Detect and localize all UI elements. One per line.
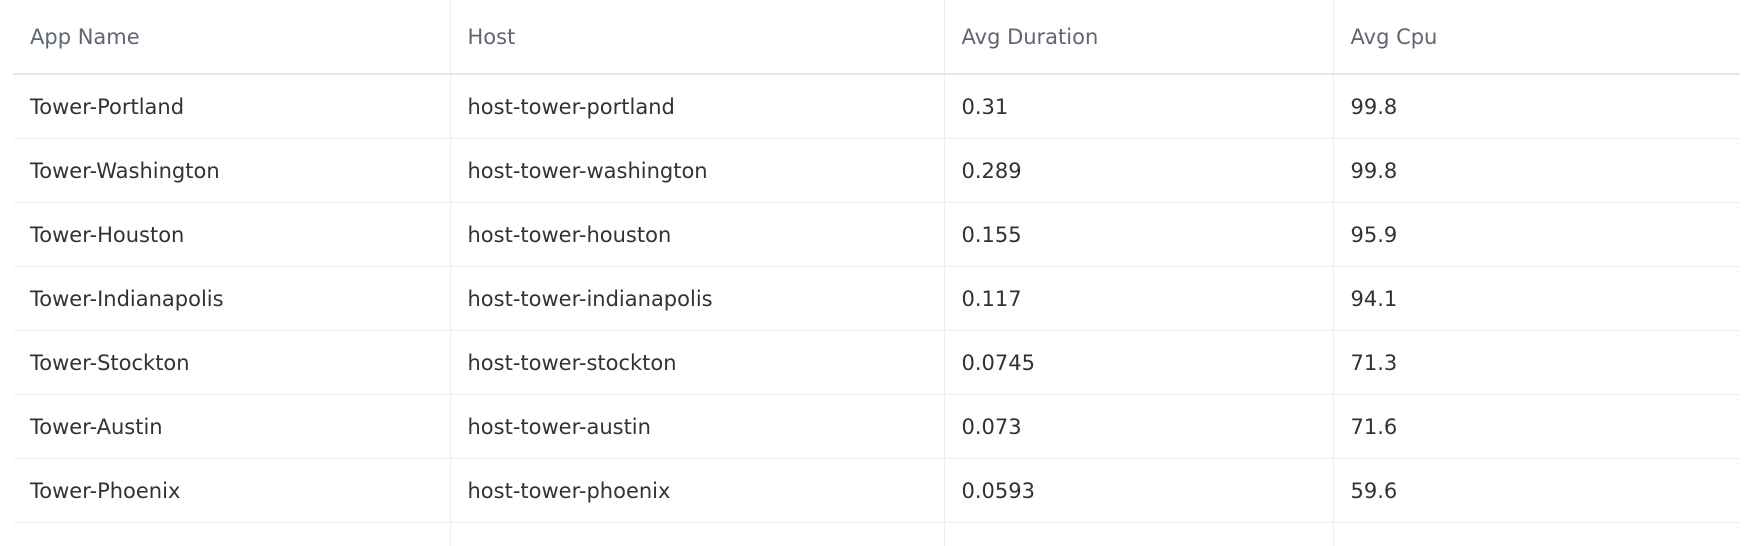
partial-row	[13, 522, 1740, 546]
table-cell: 59.6	[1332, 458, 1740, 523]
table-row: Tower-Indianapolis host-tower-indianapoli…	[13, 266, 1740, 331]
table-container: App Name Host Avg Duration Avg Cpu Tower-Po…	[13, 0, 1740, 546]
table-cell: Tower-Austin	[13, 394, 450, 459]
table-cell: host-tower-indianapolis	[449, 266, 944, 331]
table-cell: Tower-Portland	[13, 74, 450, 139]
table-row: Tower-Houston host-tower-houston 0.155 95.9	[13, 202, 1740, 267]
table-cell: 95.9	[1332, 202, 1740, 267]
table-cell: Tower-Washington	[13, 138, 450, 203]
empty-cell	[943, 522, 1333, 546]
table-row: Tower-Austin host-tower-austin 0.073 71.6	[13, 394, 1740, 459]
empty-cell	[449, 522, 944, 546]
table-cell: host-tower-portland	[449, 74, 944, 139]
table-cell: 0.31	[943, 74, 1333, 139]
table-cell: 99.8	[1332, 138, 1740, 203]
table-row: Tower-Portland host-tower-portland 0.31 99.…	[13, 74, 1740, 139]
empty-cell	[1332, 522, 1740, 546]
table-cell: 0.073	[943, 394, 1333, 459]
table-row: Tower-Washington host-tower-washington 0.2…	[13, 138, 1740, 203]
table-row: Tower-Phoenix host-tower-phoenix 0.0593 59.…	[13, 458, 1740, 523]
table-cell: 0.117	[943, 266, 1333, 331]
table-cell: host-tower-washington	[449, 138, 944, 203]
table-cell: Tower-Phoenix	[13, 458, 450, 523]
column-header[interactable]: App Name	[13, 0, 450, 75]
table-cell: 99.8	[1332, 74, 1740, 139]
table-cell: 0.0745	[943, 330, 1333, 395]
table-cell: host-tower-austin	[449, 394, 944, 459]
table-body: Tower-Portland host-tower-portland 0.31 99.…	[13, 74, 1740, 546]
table-cell: 71.3	[1332, 330, 1740, 395]
table-cell: 0.155	[943, 202, 1333, 267]
table-cell: Tower-Indianapolis	[13, 266, 450, 331]
column-header[interactable]: Host	[449, 0, 944, 75]
header-row: App Name Host Avg Duration Avg Cpu	[13, 0, 1740, 75]
table-cell: host-tower-phoenix	[449, 458, 944, 523]
table-cell: host-tower-stockton	[449, 330, 944, 395]
column-header[interactable]: Avg Cpu	[1332, 0, 1740, 75]
table-cell: 0.0593	[943, 458, 1333, 523]
table-cell: 94.1	[1332, 266, 1740, 331]
data-table: App Name Host Avg Duration Avg Cpu Tower-Po…	[13, 0, 1740, 546]
table-cell: 0.289	[943, 138, 1333, 203]
column-header[interactable]: Avg Duration	[943, 0, 1333, 75]
table-cell: host-tower-houston	[449, 202, 944, 267]
table-cell: Tower-Stockton	[13, 330, 450, 395]
table-cell: Tower-Houston	[13, 202, 450, 267]
table-row: Tower-Stockton host-tower-stockton 0.0745 7…	[13, 330, 1740, 395]
table-cell: 71.6	[1332, 394, 1740, 459]
empty-cell	[13, 523, 450, 546]
